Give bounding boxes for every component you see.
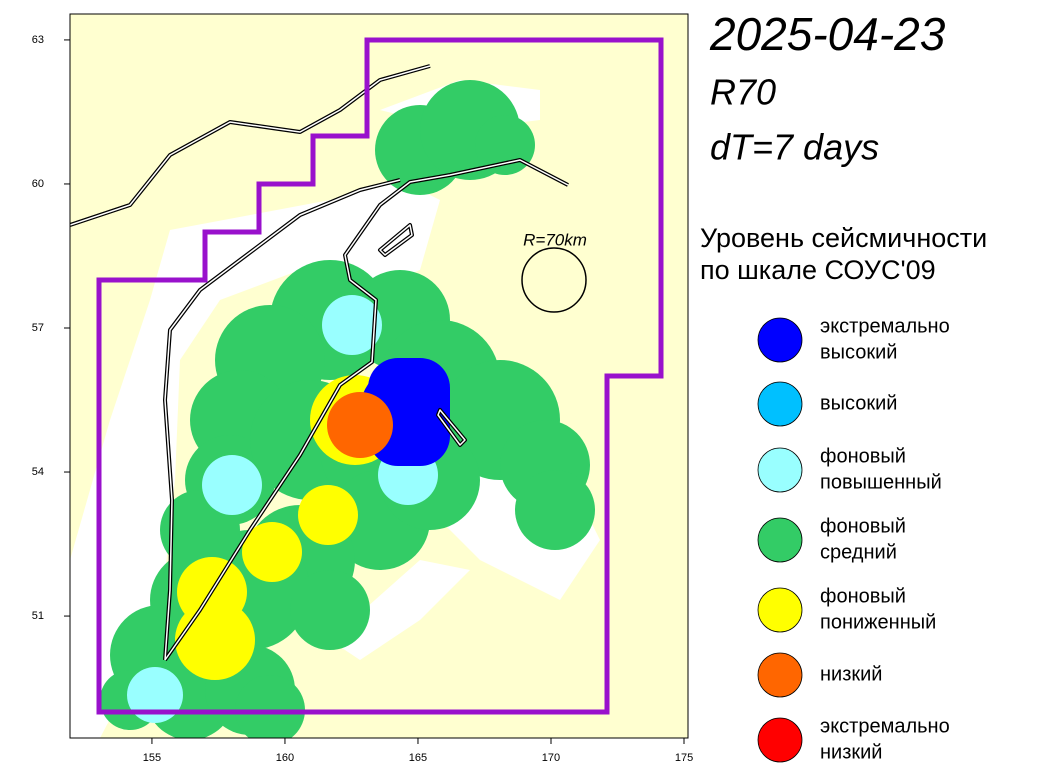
legend-label: высокий [820,392,897,414]
legend-label: экстремально [820,315,950,337]
legend-swatch [757,381,803,427]
legend-swatch [757,652,803,698]
legend-label: фоновый [820,585,906,607]
legend-label: повышенный [820,471,942,493]
legend-title: Уровень сейсмичности [700,223,987,253]
map-area: R=70km [70,14,688,738]
map-frame [69,13,689,739]
legend-label: экстремально [820,715,950,737]
legend-label: фоновый [820,515,906,537]
x-tick-label: 165 [409,752,427,764]
y-tick-label: 51 [32,610,44,622]
y-tick-label: 57 [32,322,44,334]
study-region-boundary [96,37,664,715]
y-tick-label: 60 [32,178,44,190]
radius-label: R=70km [523,230,587,249]
legend-label: низкий [820,663,882,685]
legend-label: пониженный [820,611,936,633]
x-tick-label: 175 [675,752,693,764]
legend-swatch [757,317,803,363]
legend-swatch [757,587,803,633]
legend-label: средний [820,541,897,563]
date-title: 2025-04-23 [709,8,946,60]
x-tick-label: 160 [276,752,294,764]
legend-title: по шкале СОУС'09 [700,255,936,285]
y-tick-label: 63 [32,34,44,46]
coastline [70,64,569,662]
y-tick-label: 54 [32,466,44,478]
legend-swatch [757,517,803,563]
level-low-zone [327,392,393,458]
legend-label: высокий [820,341,897,363]
x-tick-label: 170 [542,752,560,764]
subtitle: R70 [710,72,776,113]
legend-swatch [757,447,803,493]
legend-label: низкий [820,741,882,763]
x-tick-label: 155 [143,752,161,764]
legend-swatch [757,717,803,763]
legend-label: фоновый [820,445,906,467]
radius-circle [521,247,587,313]
time-window: dT=7 days [710,127,879,168]
